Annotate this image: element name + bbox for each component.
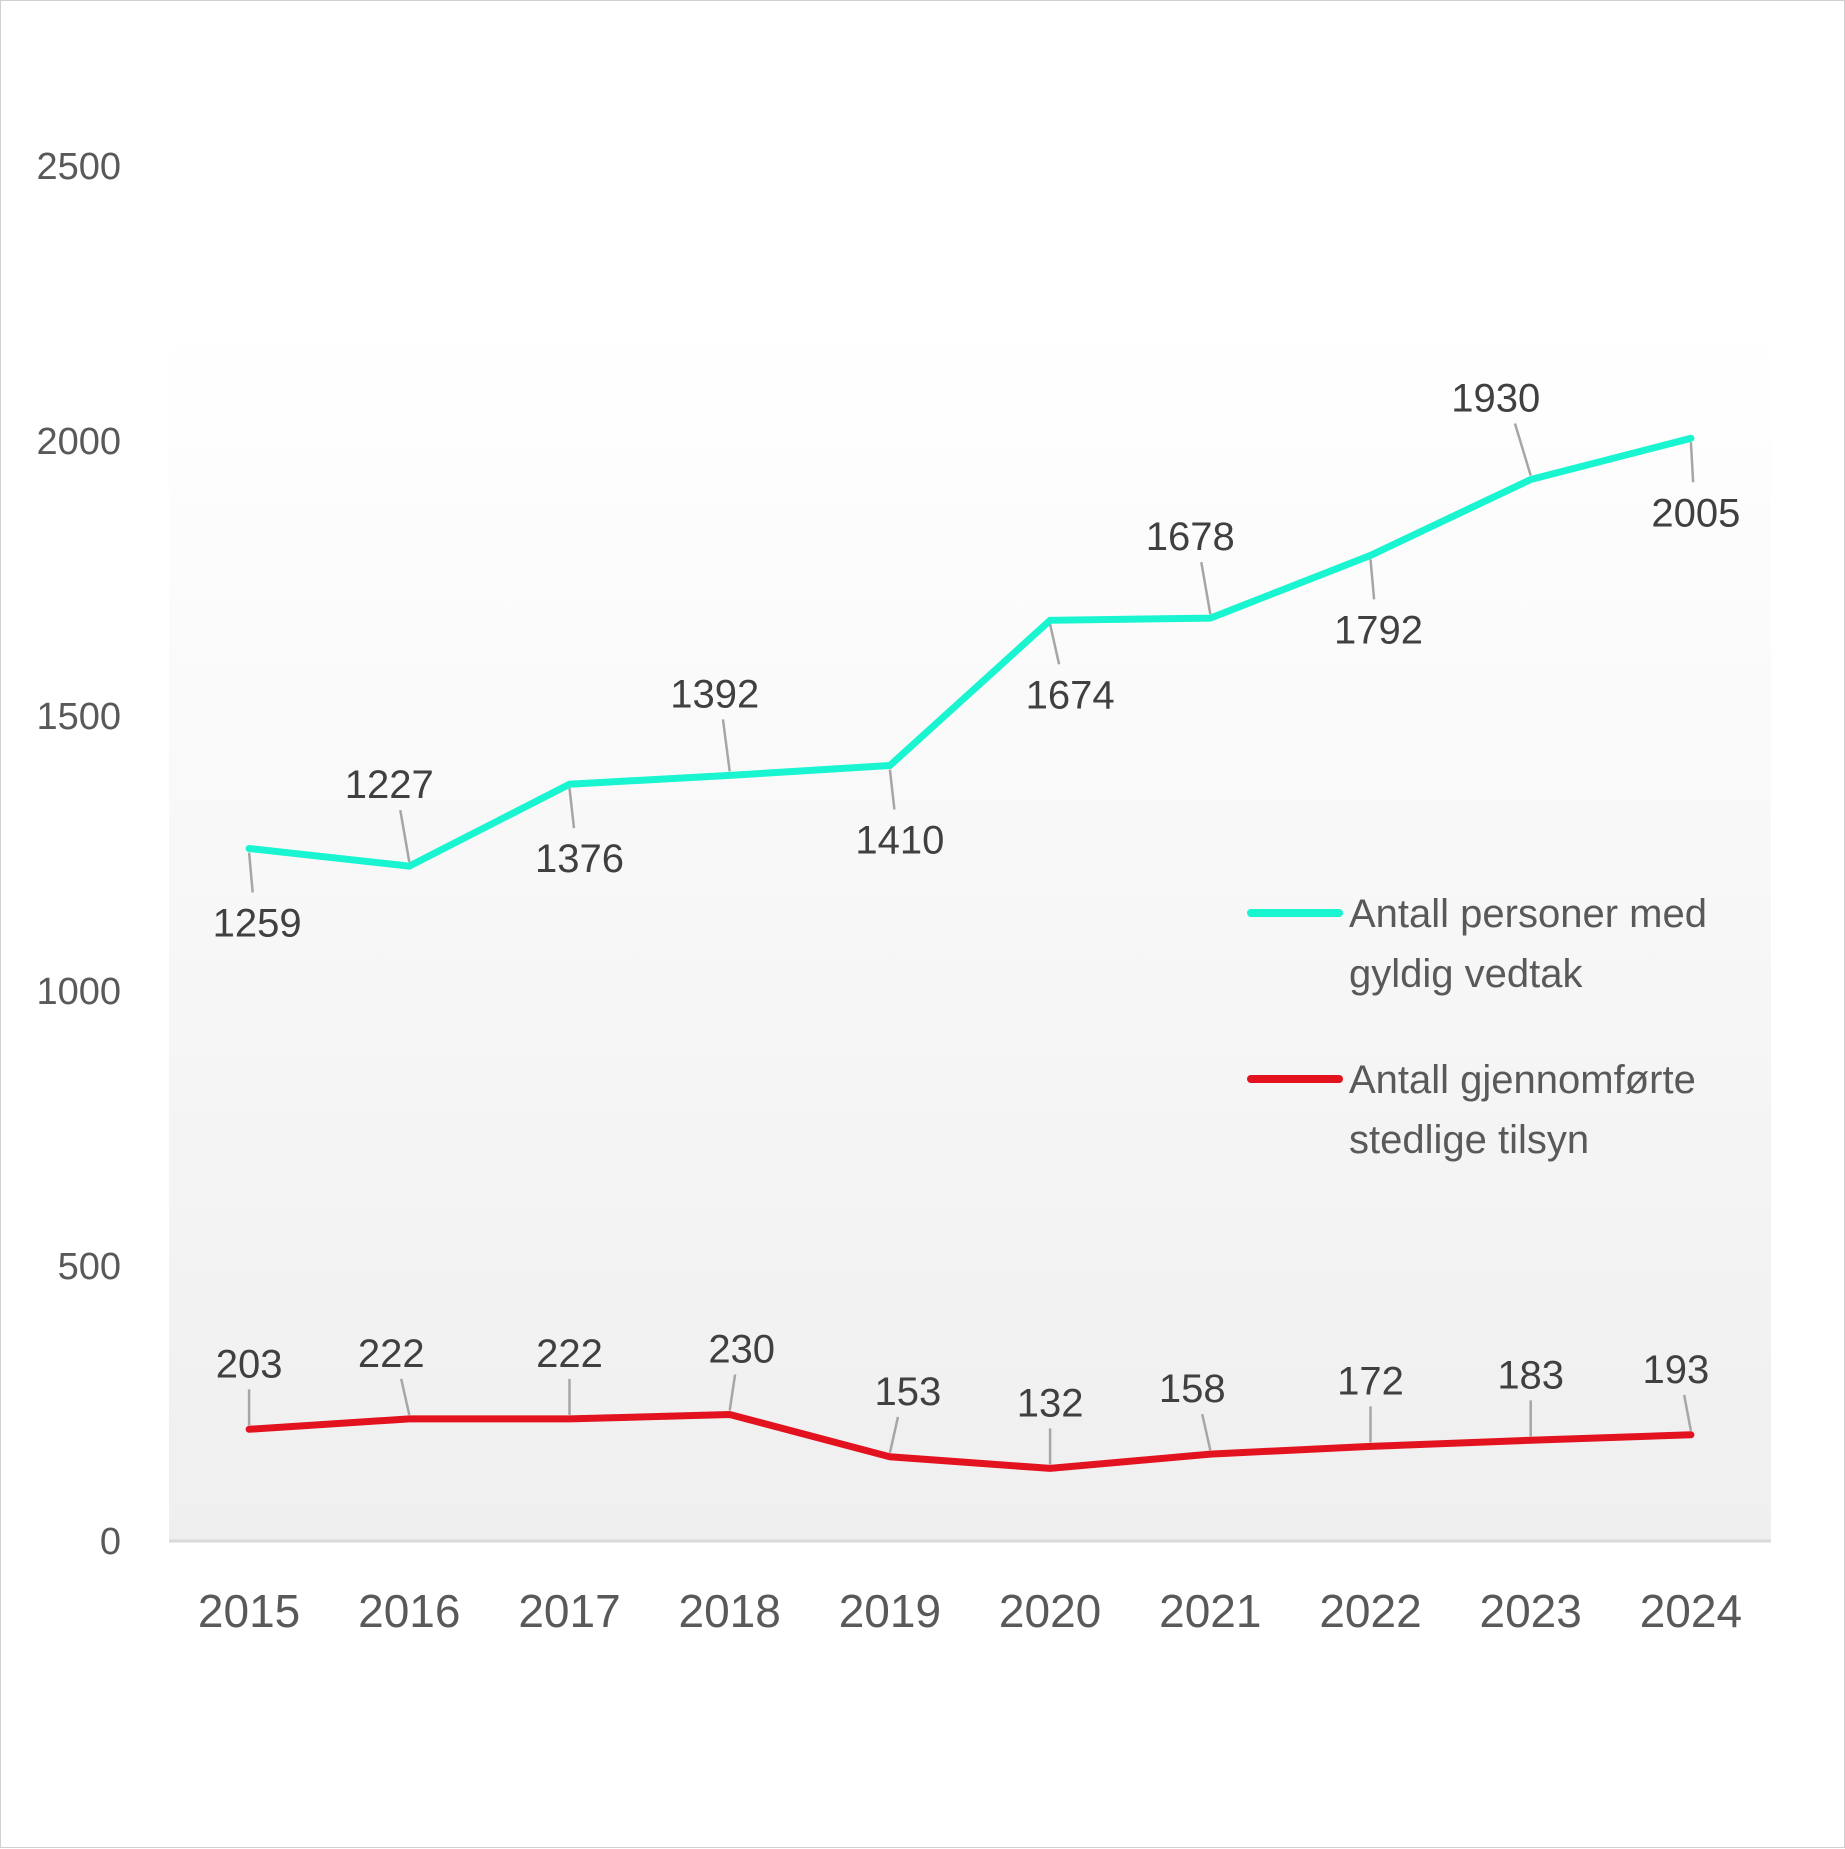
leader-line bbox=[1048, 624, 1061, 665]
leader-line bbox=[721, 719, 731, 772]
data-label: 1792 bbox=[1334, 608, 1423, 652]
data-label: 1930 bbox=[1451, 377, 1540, 421]
leader-line bbox=[728, 1374, 737, 1411]
series-line-2 bbox=[245, 1410, 1695, 1472]
legend-label: Antall personer med bbox=[1349, 892, 1707, 936]
x-tick-label: 2016 bbox=[358, 1585, 460, 1637]
data-label: 158 bbox=[1159, 1367, 1226, 1411]
data-label: 203 bbox=[216, 1342, 283, 1386]
data-label: 183 bbox=[1497, 1353, 1564, 1397]
data-label: 1376 bbox=[535, 837, 624, 881]
leader-line bbox=[888, 769, 896, 810]
leader-line bbox=[1369, 559, 1376, 600]
series-layer: 1259 1227 1376 1392 1410 1674 1678 1792 1930 2005… bbox=[213, 377, 1740, 1472]
y-tick-label: 0 bbox=[100, 1521, 121, 1563]
data-label: 1410 bbox=[855, 819, 944, 863]
plot-area bbox=[169, 321, 1771, 1541]
y-axis-ticks: 0 500 1000 1500 2000 2500 bbox=[36, 146, 121, 1563]
x-tick-label: 2015 bbox=[198, 1585, 300, 1637]
legend-label: stedlige tilsyn bbox=[1349, 1118, 1589, 1162]
data-label: 1674 bbox=[1026, 673, 1115, 717]
data-label: 222 bbox=[536, 1332, 603, 1376]
data-label: 1259 bbox=[213, 902, 302, 946]
leader-line bbox=[568, 788, 576, 829]
data-label: 132 bbox=[1017, 1381, 1084, 1425]
data-label: 1678 bbox=[1146, 515, 1235, 559]
legend-label: gyldig vedtak bbox=[1349, 952, 1583, 996]
leader-line bbox=[1200, 561, 1212, 615]
leader-line bbox=[888, 1416, 900, 1454]
x-tick-label: 2017 bbox=[518, 1585, 620, 1637]
x-tick-label: 2020 bbox=[999, 1585, 1101, 1637]
leader-line bbox=[399, 1378, 411, 1416]
y-tick-label: 2000 bbox=[36, 421, 121, 463]
x-tick-label: 2023 bbox=[1480, 1585, 1582, 1637]
leader-line bbox=[1200, 1413, 1212, 1451]
leader-line bbox=[1682, 1394, 1693, 1432]
series-line-1 bbox=[245, 434, 1695, 870]
legend-label: Antall gjennomførte bbox=[1349, 1058, 1696, 1102]
data-label: 230 bbox=[708, 1328, 775, 1372]
x-tick-label: 2021 bbox=[1159, 1585, 1261, 1637]
leader-line bbox=[399, 809, 411, 863]
data-label: 193 bbox=[1643, 1348, 1710, 1392]
leader-line bbox=[247, 852, 254, 893]
x-axis-ticks: 2015 2016 2017 2018 2019 2020 2021 2022 2023 2024 bbox=[198, 1585, 1742, 1637]
x-tick-label: 2018 bbox=[679, 1585, 781, 1637]
data-label: 153 bbox=[875, 1370, 942, 1414]
data-label: 172 bbox=[1337, 1359, 1404, 1403]
x-tick-label: 2024 bbox=[1640, 1585, 1742, 1637]
y-tick-label: 1000 bbox=[36, 971, 121, 1013]
data-label: 2005 bbox=[1651, 491, 1740, 535]
x-tick-label: 2019 bbox=[839, 1585, 941, 1637]
y-tick-label: 2500 bbox=[36, 146, 121, 188]
x-tick-label: 2022 bbox=[1319, 1585, 1421, 1637]
leader-line bbox=[1513, 423, 1532, 476]
data-label: 1392 bbox=[670, 672, 759, 716]
y-tick-label: 1500 bbox=[36, 696, 121, 738]
data-label: 222 bbox=[358, 1332, 425, 1376]
leader-line bbox=[1689, 442, 1695, 483]
legend: Antall personer med gyldig vedtak Antall g… bbox=[1247, 892, 1707, 1162]
data-label: 1227 bbox=[345, 763, 434, 807]
y-tick-label: 500 bbox=[58, 1246, 121, 1288]
